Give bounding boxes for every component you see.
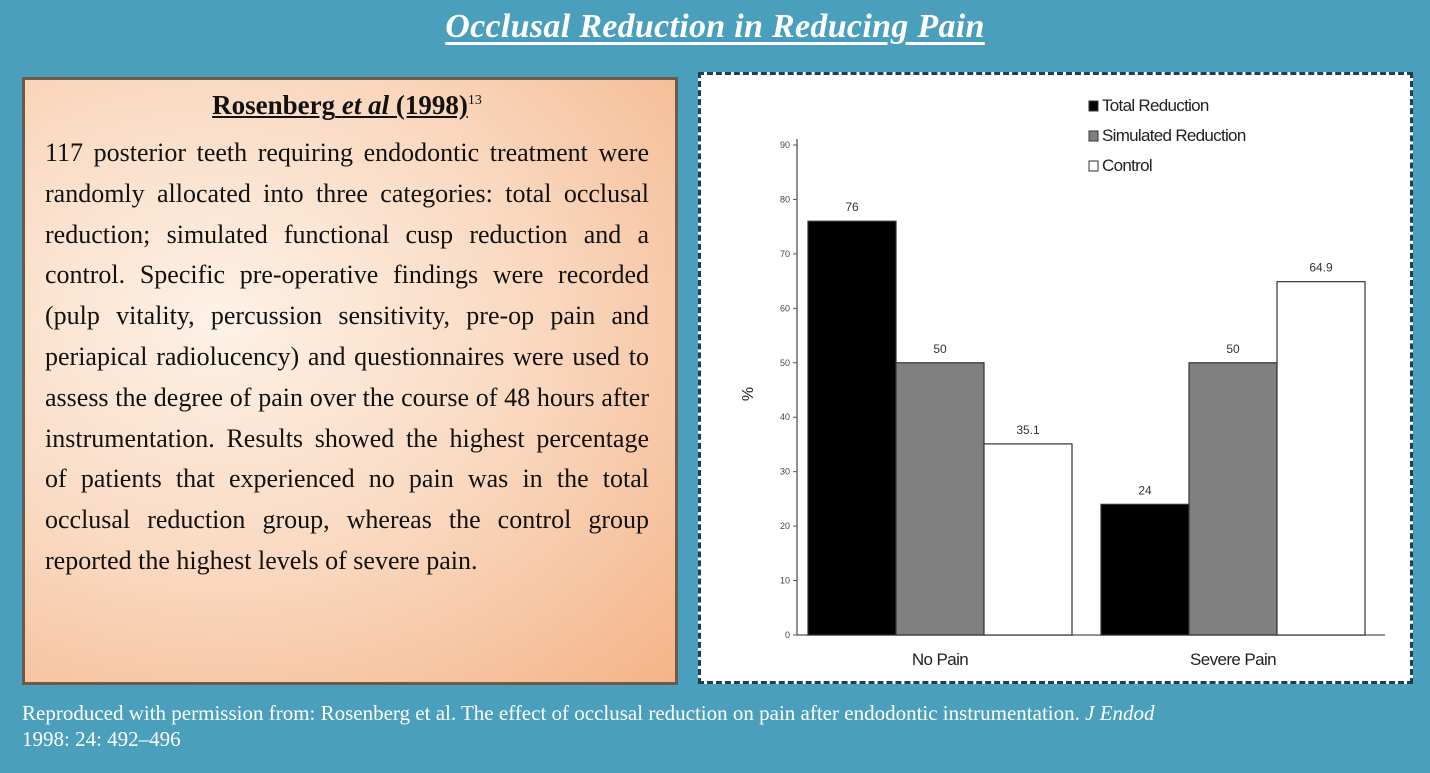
data-label: 64.9 (1309, 261, 1333, 275)
bar-simulated-reduction (1188, 362, 1278, 636)
y-tick-label: 30 (780, 467, 790, 477)
study-etal: et al (341, 90, 390, 120)
x-category-label: Severe Pain (1190, 650, 1276, 669)
y-axis-label: % (740, 387, 757, 401)
y-tick-label: 40 (780, 412, 790, 422)
y-tick-label: 70 (780, 249, 790, 259)
study-reference-number: 13 (467, 93, 482, 108)
chart-panel: 0 10 20 30 40 50 60 70 80 90% 76 50 35.1 No Pain 24 50 6… (698, 72, 1413, 684)
bar-total-reduction (1100, 503, 1190, 636)
legend-swatch (1088, 160, 1099, 172)
y-tick-label: 80 (780, 194, 790, 204)
citation: Reproduced with permission from: Rosenbe… (22, 700, 1402, 752)
data-label: 35.1 (1016, 423, 1040, 437)
citation-details: 1998: 24: 492–496 (22, 727, 181, 751)
bar-control (983, 443, 1073, 636)
legend-swatch (1088, 100, 1099, 112)
y-tick-label: 50 (780, 358, 790, 368)
bar-simulated-reduction (895, 362, 985, 636)
data-label: 76 (845, 200, 859, 214)
study-summary-box: Rosenberg et al (1998)13 117 posterior t… (22, 77, 678, 685)
citation-journal: J Endod (1085, 701, 1155, 725)
y-tick-label: 10 (780, 576, 790, 586)
citation-text: Reproduced with permission from: Rosenbe… (22, 701, 1080, 725)
legend-entry: Simulated Reduction (1102, 126, 1246, 145)
y-tick-label: 60 (780, 303, 790, 313)
bar-chart: 0 10 20 30 40 50 60 70 80 90% 76 50 35.1 No Pain 24 50 6… (740, 96, 1385, 669)
slide-title: Occlusal Reduction in Reducing Pain (445, 8, 985, 45)
y-tick-label: 0 (785, 630, 790, 640)
legend-entry: Control (1102, 156, 1152, 175)
bar-total-reduction (807, 220, 897, 636)
legend-entry: Total Reduction (1102, 96, 1209, 115)
legend-swatch (1088, 130, 1099, 142)
bar-control (1276, 281, 1366, 636)
study-year: (1998) (395, 90, 468, 120)
study-body-text: 117 posterior teeth requiring endodontic… (45, 138, 649, 575)
data-label: 24 (1138, 483, 1152, 497)
x-category-label: No Pain (912, 650, 968, 669)
data-label: 50 (933, 342, 947, 356)
y-tick-label: 90 (780, 140, 790, 150)
data-label: 50 (1226, 342, 1240, 356)
study-heading: Rosenberg et al (1998)13 (45, 90, 649, 121)
y-tick-label: 20 (780, 521, 790, 531)
study-author: Rosenberg (212, 90, 336, 120)
